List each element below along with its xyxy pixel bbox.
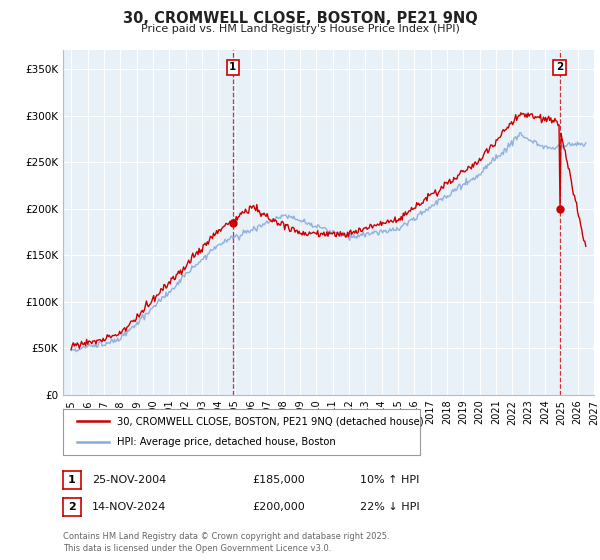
Text: 10% ↑ HPI: 10% ↑ HPI bbox=[360, 475, 419, 485]
Text: 1: 1 bbox=[68, 475, 76, 485]
Text: 30, CROMWELL CLOSE, BOSTON, PE21 9NQ: 30, CROMWELL CLOSE, BOSTON, PE21 9NQ bbox=[122, 11, 478, 26]
Text: 2: 2 bbox=[68, 502, 76, 512]
Text: 14-NOV-2024: 14-NOV-2024 bbox=[92, 502, 166, 512]
Text: 22% ↓ HPI: 22% ↓ HPI bbox=[360, 502, 419, 512]
Text: Contains HM Land Registry data © Crown copyright and database right 2025.
This d: Contains HM Land Registry data © Crown c… bbox=[63, 533, 389, 553]
Text: £185,000: £185,000 bbox=[252, 475, 305, 485]
Text: 1: 1 bbox=[229, 63, 236, 72]
Text: Price paid vs. HM Land Registry's House Price Index (HPI): Price paid vs. HM Land Registry's House … bbox=[140, 24, 460, 34]
Text: £200,000: £200,000 bbox=[252, 502, 305, 512]
Text: 30, CROMWELL CLOSE, BOSTON, PE21 9NQ (detached house): 30, CROMWELL CLOSE, BOSTON, PE21 9NQ (de… bbox=[116, 416, 423, 426]
Text: 25-NOV-2004: 25-NOV-2004 bbox=[92, 475, 166, 485]
Text: 2: 2 bbox=[556, 63, 563, 72]
Text: HPI: Average price, detached house, Boston: HPI: Average price, detached house, Bost… bbox=[116, 437, 335, 447]
